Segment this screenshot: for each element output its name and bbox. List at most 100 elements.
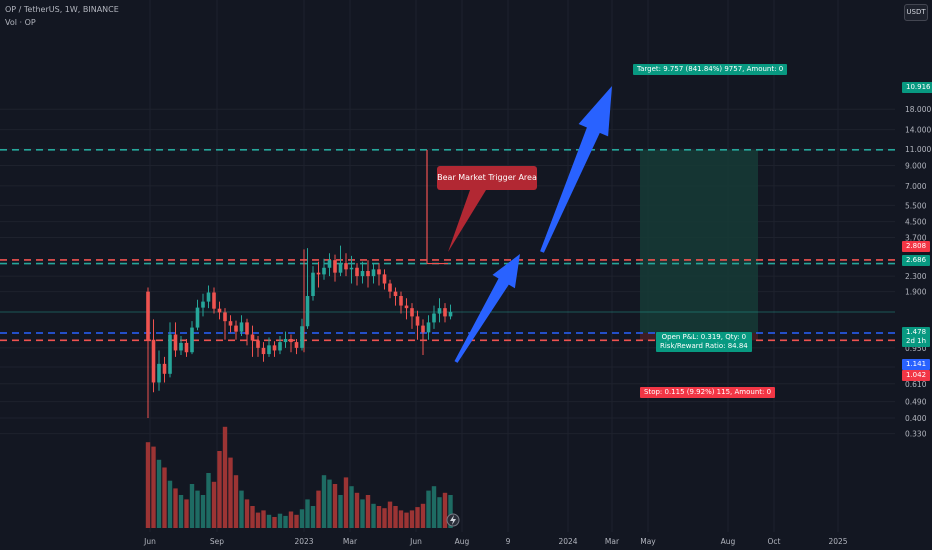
last-price-text: 1.478 (906, 328, 927, 336)
y-tick-label: 14.000 (905, 126, 931, 135)
candle-body (195, 307, 200, 328)
candle-body (212, 292, 216, 309)
x-tick-label: 2025 (828, 537, 847, 546)
candle-body (421, 325, 425, 333)
y-tick-label: 0.400 (905, 414, 927, 423)
candle-body (256, 340, 260, 348)
volume-bar (321, 475, 327, 528)
candle-body (294, 342, 299, 348)
y-tick-label: 18.000 (905, 105, 931, 114)
candle-body (228, 321, 233, 326)
candle-body (448, 311, 453, 317)
candle-body (360, 271, 365, 277)
candle-body (184, 342, 189, 353)
volume-bar (145, 442, 151, 528)
currency-button[interactable]: USDT (904, 4, 928, 21)
volume-bar (376, 506, 382, 528)
candle-body (300, 326, 304, 348)
candle-body (151, 339, 156, 383)
volume-bar (382, 508, 387, 528)
x-tick-label: Sep (210, 537, 224, 546)
arrow-up-large (540, 86, 612, 253)
candle-body (410, 308, 414, 317)
x-tick-label: Aug (455, 537, 470, 546)
arrow-up-small (454, 254, 520, 363)
open-pnl-label: Open P&L: 0.319, Qty: 0 Risk/Reward Rati… (656, 332, 752, 352)
volume-bar (200, 495, 206, 528)
candle-body (190, 327, 194, 353)
volume-bar (409, 510, 415, 528)
candle-body (399, 296, 403, 306)
price-label-last: 1.478 2d 1h (902, 327, 931, 347)
countdown-text: 2d 1h (906, 337, 927, 345)
volume-bar (448, 495, 453, 528)
x-tick-label: 2024 (558, 537, 577, 546)
volume-bar (288, 511, 294, 528)
volume-bar (255, 512, 261, 528)
candle-body (327, 260, 332, 268)
volume-bar (156, 459, 162, 528)
volume-bar (233, 475, 239, 528)
x-tick-label: Mar (605, 537, 620, 546)
volume-bar (228, 457, 233, 528)
volume-bar (338, 495, 343, 528)
volume-bar (173, 488, 178, 528)
volume-bar (244, 499, 250, 528)
candle-body (388, 283, 392, 292)
volume-bar (178, 495, 184, 528)
candle-body (168, 334, 172, 374)
volume-bar (360, 499, 365, 528)
candle-body (311, 272, 315, 297)
price-label-red: 2.808 (902, 241, 931, 252)
candle-body (349, 267, 354, 270)
candle-body (267, 345, 271, 355)
open-pnl-text: Open P&L: 0.319, Qty: 0 (661, 333, 747, 341)
x-tick-label: Oct (768, 537, 781, 546)
candle-body (146, 291, 150, 340)
volume-bar (426, 490, 431, 528)
volume-bar (420, 503, 426, 528)
volume-bar (365, 495, 371, 528)
volume-bar (189, 484, 195, 528)
candle-body (382, 274, 387, 284)
price-label-stop: 1.042 (902, 370, 931, 381)
volume-bar (354, 492, 360, 528)
candle-body (338, 263, 343, 273)
candle-body (239, 322, 244, 332)
x-tick-label: Mar (343, 537, 358, 546)
volume-legend: Vol · OP (5, 18, 36, 27)
volume-bar (211, 481, 217, 528)
volume-bar (299, 509, 305, 528)
candle-body (162, 363, 167, 374)
symbol-title: OP / TetherUS, 1W, BINANCE (5, 5, 119, 14)
x-tick-label: May (640, 537, 656, 546)
volume-bar (393, 506, 398, 528)
volume-bar (415, 507, 420, 528)
volume-bar (222, 426, 228, 528)
candle-body (278, 342, 282, 351)
candle-body (333, 260, 337, 273)
candle-body (322, 267, 326, 275)
x-tick-label: 2023 (294, 537, 313, 546)
candle-body (355, 267, 359, 277)
volume-bar (250, 506, 255, 528)
bear-market-callout: Bear Market Trigger Area (437, 166, 537, 190)
candle-body (173, 334, 178, 351)
candle-body (179, 342, 183, 351)
candle-body (305, 296, 310, 327)
price-label-entry: 1.141 (902, 359, 931, 370)
price-label-green: 2.686 (902, 255, 931, 266)
volume-bar (387, 501, 393, 528)
risk-reward-text: Risk/Reward Ratio: 84.84 (660, 342, 748, 350)
candle-body (316, 272, 321, 275)
volume-bar (261, 510, 266, 528)
volume-bar (442, 492, 448, 528)
candle-body (393, 291, 398, 297)
volume-bar (272, 517, 277, 528)
candle-body (443, 308, 447, 317)
y-tick-label: 9.000 (905, 161, 927, 170)
volume-bar (371, 503, 376, 528)
candle-body (371, 269, 376, 277)
volume-bar (431, 486, 437, 528)
